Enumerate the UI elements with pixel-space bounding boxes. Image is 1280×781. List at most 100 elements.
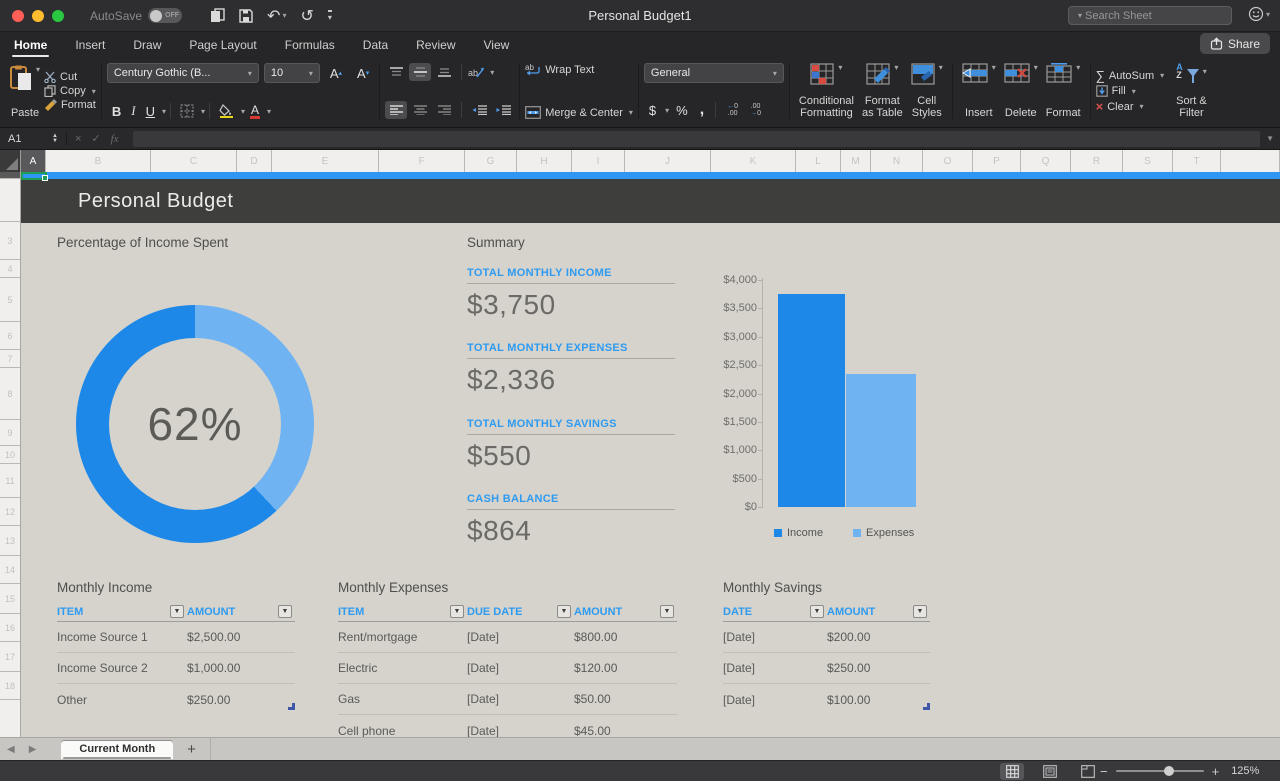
close-window-button[interactable] — [12, 10, 24, 22]
bar-income[interactable] — [778, 294, 845, 507]
row-header-12[interactable]: 12 — [0, 498, 20, 526]
sheet-tab-prev-button[interactable]: ◀ — [0, 744, 22, 755]
row-header-13[interactable]: 13 — [0, 526, 20, 556]
fill-button[interactable]: Fill ▾ — [1096, 85, 1165, 97]
table-cell[interactable]: Other — [57, 693, 187, 707]
zoom-out-button[interactable]: − — [1100, 764, 1108, 779]
align-left-button[interactable] — [385, 101, 407, 119]
minimize-window-button[interactable] — [32, 10, 44, 22]
row-header-16[interactable]: 16 — [0, 614, 20, 642]
ribbon-tab-review[interactable]: Review — [414, 34, 457, 56]
add-sheet-button[interactable]: + — [173, 741, 210, 758]
table-cell[interactable]: $100.00 — [827, 693, 930, 707]
filter-dropdown-button[interactable]: ▼ — [660, 605, 674, 618]
align-bottom-button[interactable] — [433, 63, 455, 81]
table-cell[interactable]: $50.00 — [574, 692, 677, 706]
name-box[interactable]: A1 — [0, 133, 52, 145]
zoom-slider-knob[interactable] — [1164, 766, 1174, 776]
cancel-entry-button[interactable]: × — [75, 133, 81, 145]
row-header-9[interactable]: 9 — [0, 420, 20, 446]
row-header-4[interactable]: 4 — [0, 260, 20, 278]
format-painter-button[interactable]: Format — [44, 99, 96, 111]
table-row[interactable]: Cell phone[Date]$45.00 — [338, 715, 677, 737]
table-cell[interactable]: Cell phone — [338, 724, 467, 738]
worksheet[interactable]: 3456789101112131415161718 Personal Budge… — [0, 172, 1280, 737]
table-row[interactable]: [Date]$100.00 — [723, 684, 930, 715]
align-center-button[interactable] — [409, 101, 431, 119]
percent-format-button[interactable]: % — [671, 103, 693, 118]
table-row[interactable]: Electric[Date]$120.00 — [338, 653, 677, 684]
column-header-L[interactable]: L — [796, 150, 841, 172]
align-right-button[interactable] — [433, 101, 455, 119]
formula-input[interactable] — [133, 131, 1261, 147]
undo-button[interactable]: ↶▾ — [267, 6, 286, 26]
row-header-11[interactable]: 11 — [0, 464, 20, 498]
table-cell[interactable]: Income Source 2 — [57, 661, 187, 675]
column-header-Q[interactable]: Q — [1021, 150, 1071, 172]
row-header-15[interactable]: 15 — [0, 584, 20, 614]
wrap-text-button[interactable]: ab Wrap Text — [525, 63, 633, 76]
table-cell[interactable]: [Date] — [467, 692, 574, 706]
table-row[interactable]: Gas[Date]$50.00 — [338, 684, 677, 715]
table-cell[interactable]: $800.00 — [574, 630, 677, 644]
table-row[interactable]: [Date]$200.00 — [723, 622, 930, 653]
filter-dropdown-button[interactable]: ▼ — [810, 605, 824, 618]
table-cell[interactable]: [Date] — [467, 630, 574, 644]
table-cell[interactable]: Rent/mortgage — [338, 630, 467, 644]
filter-dropdown-button[interactable]: ▼ — [278, 605, 292, 618]
table-cell[interactable]: $45.00 — [574, 724, 677, 738]
cell-styles-button[interactable]: ▾ CellStyles — [907, 61, 947, 121]
ribbon-tab-home[interactable]: Home — [12, 34, 49, 56]
fill-color-button[interactable] — [214, 104, 239, 118]
column-header-R[interactable]: R — [1071, 150, 1123, 172]
increase-indent-button[interactable] — [492, 101, 514, 119]
insert-function-button[interactable]: fx — [111, 133, 119, 145]
align-middle-button[interactable] — [409, 63, 431, 81]
ribbon-tab-view[interactable]: View — [482, 34, 512, 56]
autosum-button[interactable]: ∑ AutoSum ▾ — [1096, 68, 1165, 83]
row-header-2[interactable] — [0, 179, 20, 222]
column-header-H[interactable]: H — [517, 150, 572, 172]
italic-button[interactable]: I — [126, 103, 140, 119]
underline-button[interactable]: U — [141, 104, 160, 119]
sheet-tab-current-month[interactable]: Current Month — [61, 740, 173, 759]
table-row[interactable]: [Date]$250.00 — [723, 653, 930, 684]
save-button[interactable] — [239, 9, 253, 23]
column-header-B[interactable]: B — [46, 150, 151, 172]
confirm-entry-button[interactable]: ✓ — [91, 132, 100, 145]
row-header-8[interactable]: 8 — [0, 368, 20, 420]
zoom-in-button[interactable]: + — [1212, 764, 1220, 779]
row-header-6[interactable]: 6 — [0, 322, 20, 350]
delete-cells-button[interactable]: ▾ Delete — [1000, 61, 1042, 121]
row-header-14[interactable]: 14 — [0, 556, 20, 584]
font-family-select[interactable]: Century Gothic (B... ▾ — [107, 63, 259, 83]
increase-font-size-button[interactable]: A▴ — [325, 66, 347, 81]
column-header-E[interactable]: E — [272, 150, 379, 172]
paste-button[interactable]: ▾ Paste — [6, 61, 44, 121]
column-header-K[interactable]: K — [711, 150, 796, 172]
page-break-view-button[interactable] — [1076, 763, 1100, 780]
redo-button[interactable]: ↺ — [300, 6, 313, 26]
borders-button[interactable] — [175, 104, 199, 118]
table-cell[interactable]: [Date] — [467, 724, 574, 738]
row-header-17[interactable]: 17 — [0, 642, 20, 672]
select-all-corner[interactable] — [0, 150, 21, 172]
decrease-font-size-button[interactable]: A▾ — [352, 66, 374, 81]
table-cell[interactable]: $250.00 — [187, 693, 295, 707]
column-header-N[interactable]: N — [871, 150, 923, 172]
table-cell[interactable]: [Date] — [723, 630, 827, 644]
table-cell[interactable]: $200.00 — [827, 630, 930, 644]
new-workbook-button[interactable] — [210, 8, 225, 23]
column-header-C[interactable]: C — [151, 150, 237, 172]
zoom-slider[interactable] — [1116, 770, 1204, 772]
table-cell[interactable]: Gas — [338, 692, 467, 706]
table-cell[interactable]: [Date] — [723, 693, 827, 707]
align-top-button[interactable] — [385, 63, 407, 81]
column-header-T[interactable]: T — [1173, 150, 1221, 172]
table-cell[interactable]: [Date] — [723, 661, 827, 675]
increase-decimal-button[interactable]: ←0.00 — [722, 103, 743, 117]
format-as-table-button[interactable]: ▾ Formatas Table — [858, 61, 907, 121]
customize-toolbar-button[interactable]: ▾ — [328, 10, 332, 22]
ribbon-tab-page-layout[interactable]: Page Layout — [187, 34, 258, 56]
table-cell[interactable]: [Date] — [467, 661, 574, 675]
